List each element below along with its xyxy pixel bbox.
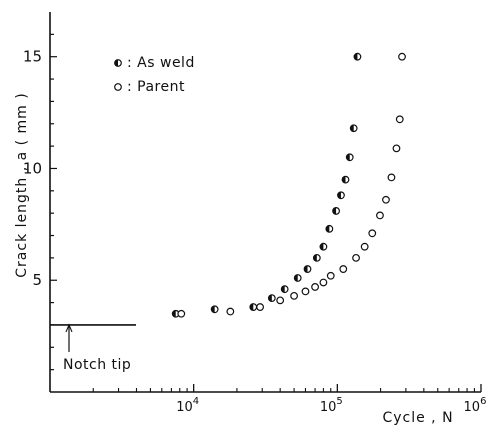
data-point	[398, 52, 406, 61]
data-point	[249, 303, 258, 311]
data-point	[376, 211, 384, 220]
data-point	[290, 291, 298, 300]
y-tick-label: 10	[23, 159, 42, 177]
series-as-weld	[171, 52, 362, 318]
data-point	[332, 207, 340, 215]
data-point	[303, 265, 312, 273]
legend: : As weld : Parent	[114, 55, 195, 95]
data-point	[177, 309, 186, 318]
legend-label: : As weld	[127, 55, 195, 71]
data-point	[387, 173, 396, 182]
data-point	[352, 253, 360, 262]
x-tick-label: 105	[320, 396, 343, 415]
x-axis-label: Cycle , N	[382, 410, 453, 426]
y-tick-label: 5	[32, 271, 42, 289]
data-point	[392, 144, 401, 153]
data-point	[360, 242, 369, 251]
data-point	[276, 296, 285, 305]
series-parent	[177, 52, 406, 318]
data-point	[339, 265, 348, 273]
data-point	[349, 124, 358, 133]
x-tick-label: 106	[464, 396, 487, 415]
legend-label: : Parent	[127, 79, 185, 95]
data-point	[341, 175, 350, 184]
y-axis-ticks: 5 10 15	[23, 33, 57, 371]
legend-marker	[114, 59, 122, 67]
data-point	[293, 274, 302, 282]
notch-tip-arrowhead	[65, 323, 73, 333]
legend-marker	[114, 83, 122, 91]
y-tick-label: 15	[23, 48, 42, 66]
data-point	[312, 253, 321, 262]
data-point	[280, 285, 289, 294]
data-point	[353, 52, 362, 61]
notch-tip-annotation: Notch tip	[50, 323, 136, 373]
x-tick-label: 104	[176, 396, 199, 415]
data-point	[301, 287, 310, 296]
data-point	[326, 271, 335, 280]
y-axis-label: Crack length , a ( mm )	[14, 92, 30, 277]
data-point	[325, 224, 334, 233]
data-point	[267, 294, 276, 303]
data-point	[311, 283, 319, 291]
data-point	[210, 305, 219, 314]
data-point	[395, 115, 404, 124]
data-point	[319, 278, 328, 287]
data-point	[382, 195, 390, 204]
data-point	[226, 307, 235, 316]
data-point	[337, 191, 345, 200]
notch-tip-label: Notch tip	[63, 357, 131, 373]
data-point	[368, 229, 377, 238]
axes	[49, 12, 481, 393]
data-point	[345, 153, 354, 162]
data-point	[319, 242, 328, 251]
data-points	[171, 52, 406, 318]
data-point	[256, 303, 264, 311]
x-axis-ticks: 104 105 106	[92, 384, 487, 415]
